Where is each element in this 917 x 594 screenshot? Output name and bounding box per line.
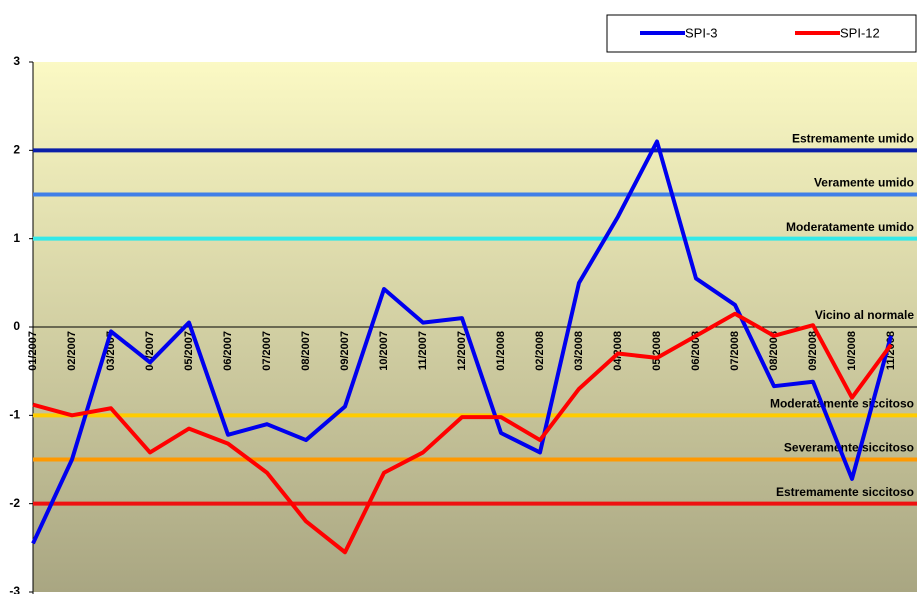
- reference-label: Severamente siccitoso: [784, 441, 914, 455]
- x-tick-label: 02/2008: [534, 331, 546, 371]
- reference-label: Moderatamente umido: [786, 220, 914, 234]
- y-tick-label: -2: [9, 496, 20, 510]
- x-tick-label: 06/2008: [690, 331, 702, 371]
- x-tick-label: 08/2008: [768, 331, 780, 371]
- x-tick-label: 05/2007: [183, 331, 195, 371]
- x-tick-label: 09/2007: [339, 331, 351, 371]
- y-tick-label: -3: [9, 584, 20, 594]
- reference-label: Estremamente umido: [792, 132, 914, 146]
- x-tick-label: 04/2008: [612, 331, 624, 371]
- y-tick-label: -1: [9, 408, 20, 422]
- x-tick-label: 01/2007: [27, 331, 39, 371]
- x-tick-label: 03/2008: [573, 331, 585, 371]
- x-tick-label: 09/2008: [807, 331, 819, 371]
- y-tick-label: 0: [13, 319, 20, 333]
- series-line: [32, 311, 893, 555]
- y-tick-label: 2: [13, 143, 20, 157]
- y-tick-label: 3: [13, 54, 20, 68]
- legend-label: SPI-3: [685, 25, 718, 40]
- reference-label: Estremamente siccitoso: [776, 485, 914, 499]
- series-line: [31, 139, 893, 545]
- x-tick-label: 07/2007: [261, 331, 273, 371]
- x-tick-label: 06/2007: [222, 331, 234, 371]
- reference-label: Moderatamente siccitoso: [770, 397, 914, 411]
- legend-label: SPI-12: [840, 25, 880, 40]
- x-tick-label: 12/2007: [456, 331, 468, 371]
- x-tick-label: 10/2008: [846, 331, 858, 371]
- x-tick-label: 05/2008: [651, 331, 663, 371]
- x-tick-label: 02/2007: [66, 331, 78, 371]
- x-tick-label: 10/2007: [378, 331, 390, 371]
- y-tick-label: 1: [13, 231, 20, 245]
- x-tick-label: 04/2007: [144, 331, 156, 371]
- reference-label: Veramente umido: [814, 176, 914, 190]
- x-tick-label: 11/2007: [417, 331, 429, 370]
- x-tick-label: 08/2007: [300, 331, 312, 371]
- reference-label: Vicino al normale: [815, 308, 914, 322]
- x-tick-label: 01/2008: [495, 331, 507, 371]
- x-tick-label: 07/2008: [729, 331, 741, 371]
